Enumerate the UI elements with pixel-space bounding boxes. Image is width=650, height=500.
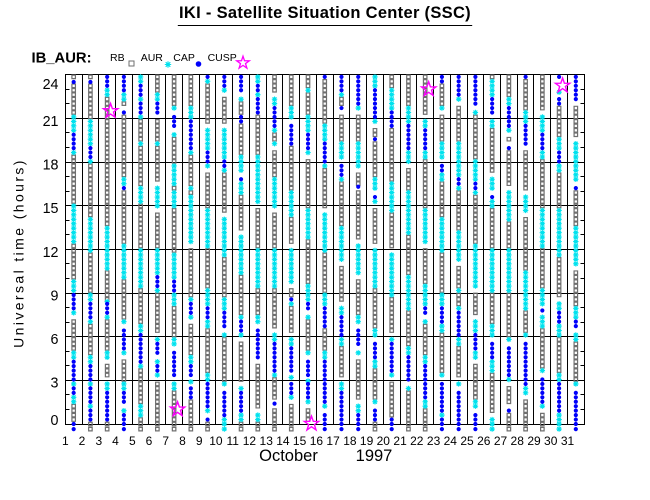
svg-text:30: 30 (544, 434, 558, 448)
svg-text:27: 27 (494, 434, 508, 448)
svg-text:15: 15 (43, 201, 59, 217)
svg-text:2: 2 (79, 434, 86, 448)
svg-text:17: 17 (326, 434, 340, 448)
svg-text:7: 7 (162, 434, 169, 448)
svg-text:18: 18 (43, 157, 59, 173)
svg-text:19: 19 (360, 434, 374, 448)
svg-text:12: 12 (243, 434, 257, 448)
svg-text:20: 20 (377, 434, 391, 448)
svg-text:0: 0 (51, 413, 59, 429)
svg-text:26: 26 (477, 434, 491, 448)
svg-text:5: 5 (129, 434, 136, 448)
svg-text:16: 16 (310, 434, 324, 448)
svg-text:6: 6 (51, 332, 59, 348)
svg-text:October: October (259, 447, 318, 465)
svg-text:4: 4 (112, 434, 119, 448)
svg-text:24: 24 (43, 77, 59, 93)
svg-text:9: 9 (51, 288, 59, 304)
svg-text:21: 21 (43, 114, 59, 130)
svg-text:3: 3 (95, 434, 102, 448)
svg-text:IKI - Satellite Situation Cent: IKI - Satellite Situation Center (SSC) (179, 4, 471, 22)
svg-text:14: 14 (276, 434, 290, 448)
svg-text:31: 31 (561, 434, 575, 448)
svg-text:CAP: CAP (173, 52, 195, 64)
svg-text:1997: 1997 (356, 447, 393, 465)
svg-text:RB: RB (110, 52, 125, 64)
svg-text:29: 29 (527, 434, 541, 448)
svg-text:3: 3 (51, 376, 59, 392)
svg-text:11: 11 (226, 434, 239, 448)
svg-text:13: 13 (260, 434, 274, 448)
svg-text:24: 24 (444, 434, 458, 448)
svg-text:21: 21 (393, 434, 407, 448)
svg-text:28: 28 (511, 434, 525, 448)
svg-text:18: 18 (343, 434, 357, 448)
svg-text:CUSP: CUSP (208, 52, 237, 64)
svg-text:8: 8 (179, 434, 186, 448)
svg-text:23: 23 (427, 434, 441, 448)
svg-text:22: 22 (410, 434, 424, 448)
svg-text:12: 12 (43, 245, 59, 261)
svg-text:10: 10 (209, 434, 223, 448)
svg-text:15: 15 (293, 434, 307, 448)
svg-text:AUR: AUR (141, 52, 164, 64)
svg-text:1: 1 (62, 434, 69, 448)
svg-text:9: 9 (196, 434, 203, 448)
svg-text:IB_AUR:: IB_AUR: (32, 50, 92, 66)
svg-text:Universal time (hours): Universal time (hours) (11, 158, 27, 348)
svg-text:6: 6 (146, 434, 153, 448)
svg-text:25: 25 (460, 434, 474, 448)
